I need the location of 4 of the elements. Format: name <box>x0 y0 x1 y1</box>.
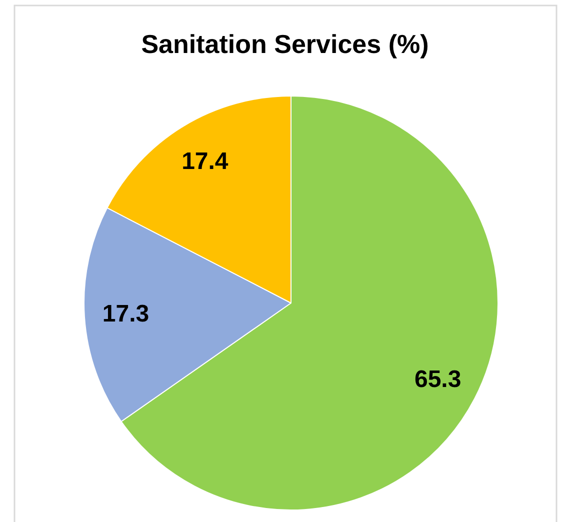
data-label: 17.4 <box>182 148 229 176</box>
data-label: 65.3 <box>414 366 462 394</box>
data-label: 17.3 <box>102 300 150 328</box>
chart-title: Sanitation Services (%) <box>141 29 429 59</box>
